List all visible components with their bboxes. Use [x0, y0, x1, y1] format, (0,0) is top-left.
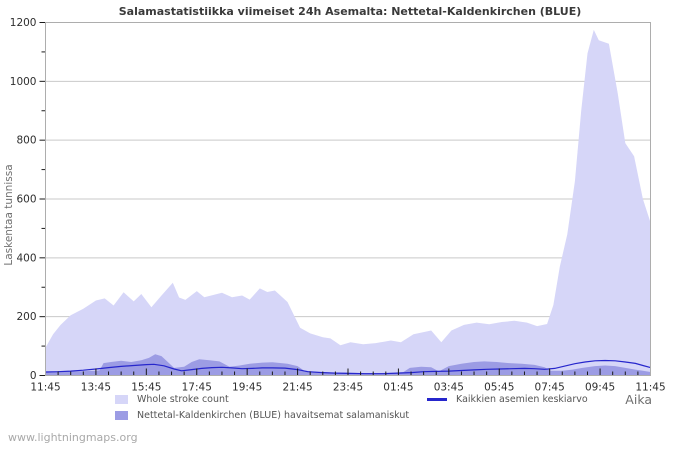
x-tick-label: 01:45 [383, 382, 413, 394]
y-tick-label: 400 [16, 252, 36, 264]
line-series-2 [45, 359, 651, 375]
y-tick-label: 200 [16, 311, 36, 323]
y-axis-title: Laskentaa tunnissa [3, 164, 15, 266]
x-tick-label: 11:45 [30, 382, 60, 394]
x-tick-label: 09:45 [585, 382, 615, 394]
legend-label-whole-stroke: Whole stroke count [137, 394, 229, 405]
area-series-0 [45, 29, 651, 376]
y-tick-label: 1000 [10, 76, 37, 88]
x-tick-label: 17:45 [182, 382, 212, 394]
legend-item-average: Kaikkien asemien keskiarvo [427, 394, 588, 405]
x-tick-label: 11:45 [635, 382, 665, 394]
legend-label-average: Kaikkien asemien keskiarvo [456, 394, 588, 405]
x-tick-label: 03:45 [434, 382, 464, 394]
legend-item-station-strikes: Nettetal-Kaldenkirchen (BLUE) havaitsema… [115, 410, 409, 421]
watermark: www.lightningmaps.org [8, 431, 138, 444]
legend-swatch-whole-stroke [115, 395, 128, 404]
legend-swatch-station [115, 411, 128, 420]
y-tick-label: 0 [30, 370, 37, 382]
x-tick-label: 15:45 [131, 382, 161, 394]
x-axis-title: Aika [625, 392, 652, 407]
chart-title: Salamastatistiikka viimeiset 24h Asemalt… [118, 5, 582, 18]
x-tick-label: 19:45 [232, 382, 262, 394]
y-tick-label: 600 [16, 194, 36, 206]
x-tick-label: 21:45 [282, 382, 312, 394]
legend-line-average [427, 398, 447, 401]
y-tick-label: 1200 [10, 17, 37, 29]
x-tick-label: 23:45 [333, 382, 363, 394]
x-tick-label: 05:45 [484, 382, 514, 394]
x-tick-label: 13:45 [81, 382, 111, 394]
y-tick-label: 800 [16, 135, 36, 147]
legend-label-station-strikes: Nettetal-Kaldenkirchen (BLUE) havaitsema… [137, 410, 410, 421]
x-tick-label: 07:45 [535, 382, 565, 394]
plot-border [45, 22, 651, 376]
legend-item-whole-stroke: Whole stroke count [115, 394, 229, 405]
